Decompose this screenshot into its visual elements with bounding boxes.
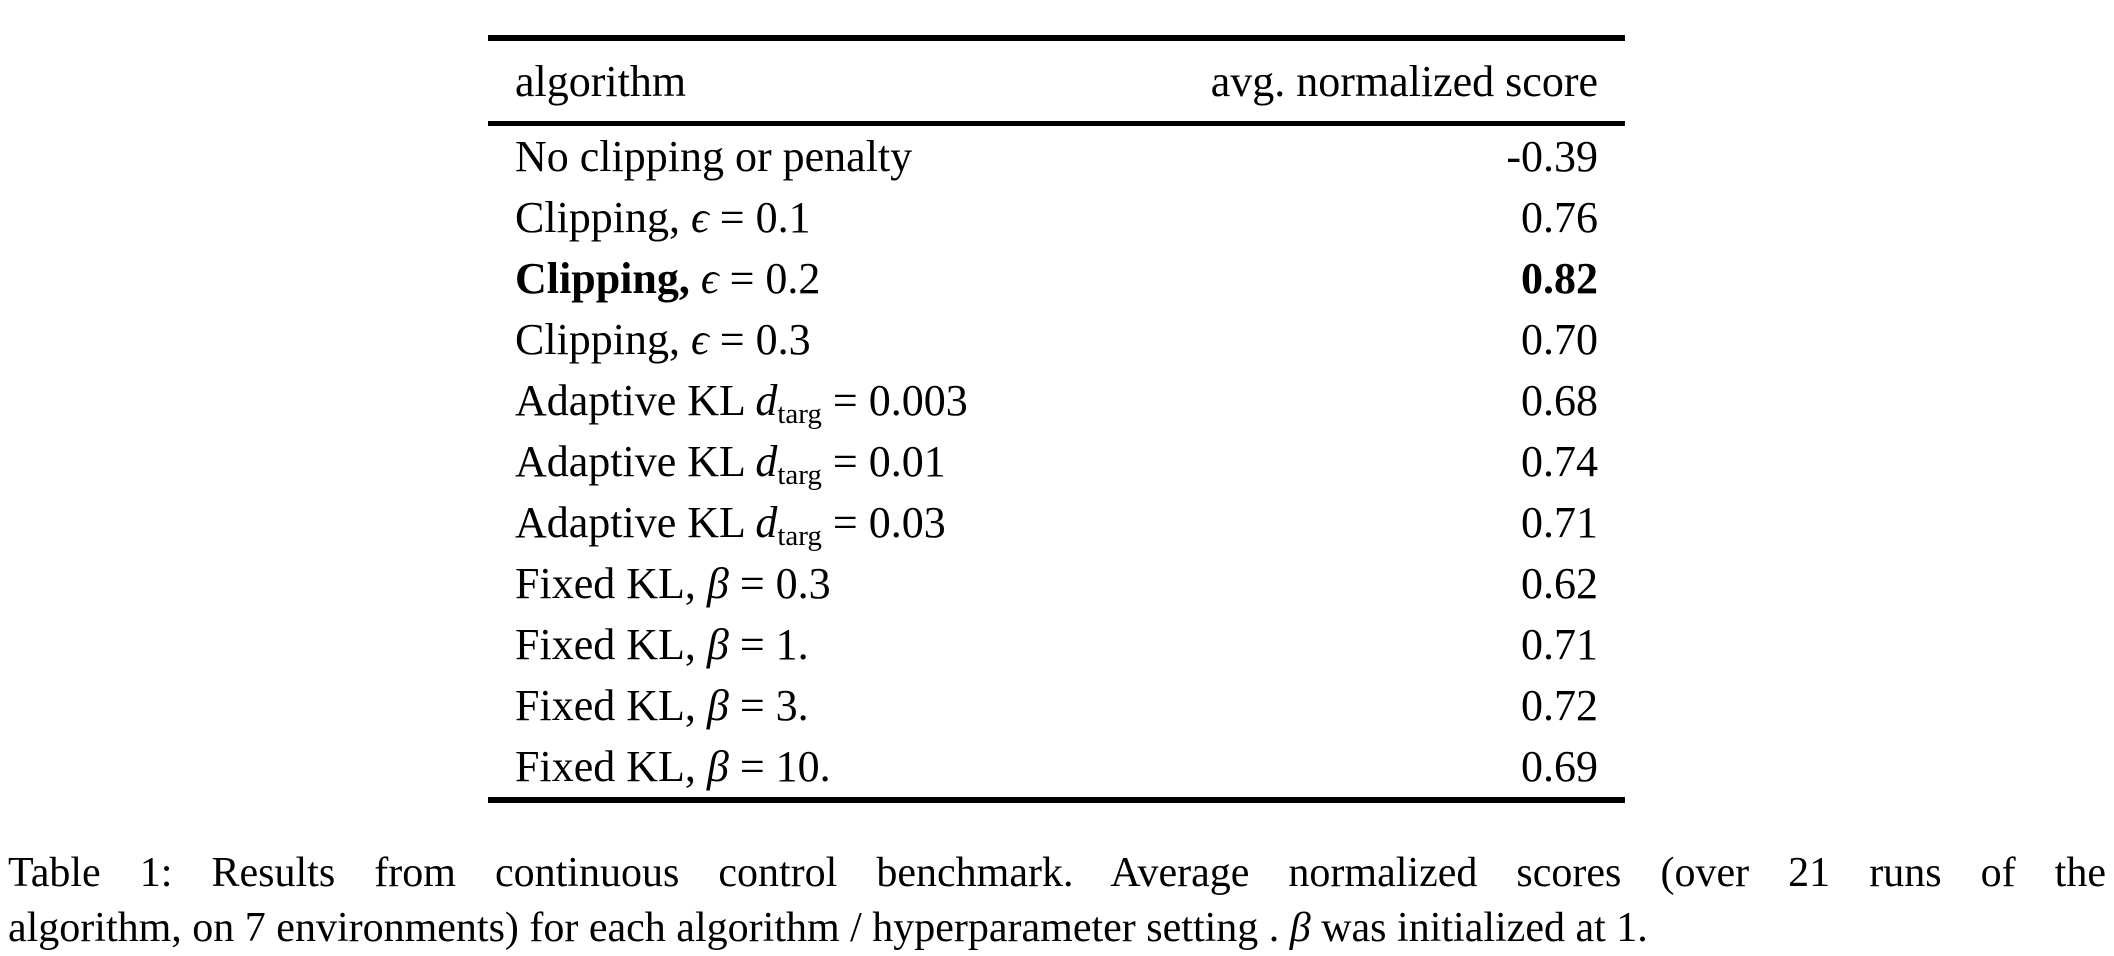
score-cell: 0.72 [1521, 681, 1598, 730]
table-header-row: algorithm avg. normalized score [488, 41, 1625, 121]
algorithm-cell: Adaptive KL dtarg = 0.03 [515, 498, 946, 553]
table-row: Adaptive KL dtarg = 0.01 0.74 [488, 431, 1625, 492]
score-cell: 0.70 [1521, 315, 1598, 364]
score-cell: 0.68 [1521, 376, 1598, 425]
algorithm-cell: Fixed KL, β = 1. [515, 620, 809, 669]
caption-line-2-text: algorithm, on 7 environments) for each a… [8, 905, 1290, 951]
caption-line-1: Table 1: Results from continuous control… [8, 850, 2106, 896]
algorithm-cell: Fixed KL, β = 0.3 [515, 559, 831, 608]
column-header-algorithm: algorithm [515, 56, 687, 106]
table-row: Fixed KL, β = 10. 0.69 [488, 736, 1625, 797]
algorithm-cell: Clipping, ϵ = 0.1 [515, 193, 811, 242]
column-header-score: avg. normalized score [1210, 56, 1598, 106]
score-cell: 0.82 [1521, 254, 1598, 303]
algorithm-cell: Fixed KL, β = 10. [515, 742, 831, 791]
table-row: Fixed KL, β = 1. 0.71 [488, 614, 1625, 675]
table-row: Adaptive KL dtarg = 0.003 0.68 [488, 370, 1625, 431]
caption-line-2: algorithm, on 7 environments) for each a… [8, 901, 2106, 956]
table-caption: Table 1: Results from continuous control… [8, 846, 2106, 956]
score-cell: -0.39 [1506, 132, 1598, 181]
caption-line-2-tail: was initialized at 1. [1310, 905, 1648, 951]
table-row: Clipping, ϵ = 0.3 0.70 [488, 309, 1625, 370]
score-cell: 0.71 [1521, 620, 1598, 669]
table-row: Clipping, ϵ = 0.1 0.76 [488, 187, 1625, 248]
algorithm-cell: No clipping or penalty [515, 132, 913, 181]
algorithm-cell: Adaptive KL dtarg = 0.003 [515, 376, 968, 431]
table-row: Clipping, ϵ = 0.2 0.82 [488, 248, 1625, 309]
table-bottom-rule [488, 797, 1625, 803]
beta-symbol: β [1289, 905, 1311, 951]
table-row: Fixed KL, β = 0.3 0.62 [488, 553, 1625, 614]
score-cell: 0.69 [1521, 742, 1598, 791]
score-cell: 0.62 [1521, 559, 1598, 608]
table-body: No clipping or penalty -0.39 Clipping, ϵ… [488, 126, 1625, 797]
score-cell: 0.74 [1521, 437, 1598, 486]
score-cell: 0.76 [1521, 193, 1598, 242]
algorithm-cell: Fixed KL, β = 3. [515, 681, 809, 730]
table-row: Adaptive KL dtarg = 0.03 0.71 [488, 492, 1625, 553]
table-row: No clipping or penalty -0.39 [488, 126, 1625, 187]
algorithm-cell: Clipping, ϵ = 0.3 [515, 315, 811, 364]
table-top-rule [488, 35, 1625, 41]
algorithm-cell: Adaptive KL dtarg = 0.01 [515, 437, 946, 492]
algorithm-cell: Clipping, ϵ = 0.2 [515, 254, 821, 303]
table-header-rule [488, 121, 1625, 126]
score-cell: 0.71 [1521, 498, 1598, 547]
table-row: Fixed KL, β = 3. 0.72 [488, 675, 1625, 736]
results-table: algorithm avg. normalized score No clipp… [488, 35, 1625, 803]
